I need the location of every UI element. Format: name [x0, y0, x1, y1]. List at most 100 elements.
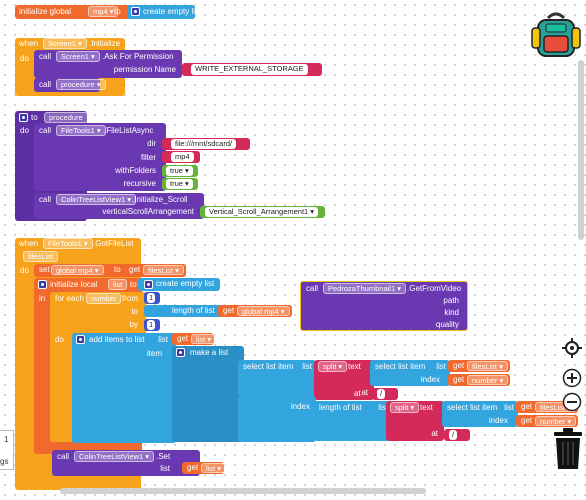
by-number-block[interactable]: 1 — [144, 319, 160, 331]
from-number-block[interactable]: 1 — [144, 292, 160, 304]
from-number-field[interactable]: 1 — [147, 293, 156, 303]
by-number-field[interactable]: 1 — [147, 320, 156, 330]
add-items-to-list-block[interactable]: add items to list list item — [72, 333, 176, 443]
get-number-field[interactable]: number — [467, 375, 509, 385]
gear-icon[interactable] — [176, 348, 185, 357]
call-label: call — [306, 284, 319, 293]
do-label: do — [55, 335, 64, 344]
set-global-block[interactable]: set global mp4 to — [34, 264, 130, 277]
gear-icon[interactable] — [38, 280, 47, 289]
split-text-label: text — [348, 362, 361, 371]
tree-component-field[interactable]: ColinTreeListView1 — [56, 194, 137, 205]
split-text-block[interactable]: split text at — [314, 360, 374, 400]
select-list-item-block[interactable]: select list item list — [238, 360, 316, 396]
split-at-label: at — [361, 388, 368, 397]
separator-text-2-block[interactable]: / — [444, 429, 470, 441]
procedure-name-input[interactable]: procedure — [44, 112, 88, 123]
with-folders-value-field[interactable]: true — [166, 166, 193, 176]
gear-icon[interactable] — [131, 7, 140, 16]
get-label: get — [521, 416, 533, 425]
backpack-icon[interactable] — [530, 10, 582, 60]
with-folders-logic-block[interactable]: true — [162, 165, 198, 177]
set-var-field[interactable]: global mp4 — [51, 265, 104, 275]
dir-text-block[interactable]: file:///mnt/sdcard/ — [162, 138, 250, 150]
get-number-block[interactable]: get number — [448, 374, 510, 386]
dir-label: dir — [147, 139, 156, 148]
for-each-label: for each — [55, 294, 84, 303]
filetools-event-component-field[interactable]: FileTools1 — [43, 238, 93, 249]
zoom-in-icon[interactable] — [562, 368, 582, 388]
filetools-component-field[interactable]: FileTools1 — [56, 125, 106, 136]
get-label: get — [129, 265, 141, 274]
get-number-2-block[interactable]: get number — [516, 415, 578, 427]
inner-select-list-item-block[interactable]: select list item list index — [370, 360, 450, 386]
split-op-field[interactable]: split — [318, 361, 348, 372]
recursive-logic-block[interactable]: true — [162, 178, 198, 190]
trash-icon[interactable] — [553, 428, 583, 470]
get-local-list-block[interactable]: get list — [172, 333, 217, 345]
get-global-mp4-block[interactable]: get global mp4 — [218, 305, 292, 317]
get-files-list-2-block[interactable]: get filesList — [516, 401, 578, 413]
for-each-var-field[interactable]: number — [86, 293, 122, 304]
gear-icon[interactable] — [19, 113, 28, 122]
create-empty-list-block[interactable]: create empty list — [138, 278, 220, 291]
zoom-out-icon[interactable] — [562, 392, 582, 412]
split-text-2-block[interactable]: split text at — [386, 401, 444, 441]
gear-icon[interactable] — [144, 280, 153, 289]
inner-select-list-item-2-block[interactable]: select list item list index — [442, 401, 518, 427]
index-label: index — [420, 375, 440, 384]
horizontal-scrollbar[interactable] — [60, 488, 426, 494]
outer-index-label: index — [290, 402, 310, 411]
target-icon[interactable] — [562, 338, 582, 358]
ask-permission-call-block[interactable]: call Screen1 .Ask For Permission permiss… — [34, 50, 182, 78]
separator-text-field[interactable]: / — [377, 389, 386, 399]
call-procedure-block[interactable]: call procedure — [34, 78, 106, 92]
files-list-param[interactable]: filesList — [23, 251, 59, 262]
thumbnail-component-field[interactable]: PedrozaThumbnail1 — [323, 283, 406, 294]
add-items-list-label: list — [158, 335, 168, 344]
get-var-field[interactable]: filesList — [143, 265, 184, 275]
file-list-async-call-block[interactable]: call FileTools1 .FileListAsync dir filte… — [34, 123, 166, 191]
from-label: from — [122, 294, 138, 303]
local-name-field[interactable]: list — [108, 279, 128, 290]
get-local-var-field[interactable]: list — [191, 334, 217, 344]
get-local-list-2-block[interactable]: get list — [182, 462, 227, 474]
do-label: do — [20, 266, 29, 275]
screen-component-field[interactable]: Screen1 — [43, 38, 87, 49]
procedure-name-field[interactable]: procedure — [56, 79, 106, 90]
split-at-label: at — [431, 429, 438, 438]
get-from-video-call-block[interactable]: call PedrozaThumbnail1 .GetFromVideo pat… — [300, 281, 468, 331]
select-list-item-index-block[interactable]: index — [238, 396, 316, 442]
make-a-list-block[interactable]: make a list — [172, 346, 244, 442]
global-var-name-field[interactable]: mp4 — [88, 6, 119, 17]
select-list-label: list — [302, 362, 312, 371]
gear-icon[interactable] — [76, 335, 85, 344]
get-global-var-field[interactable]: global mp4 — [237, 306, 290, 316]
dir-text-field[interactable]: file:///mnt/sdcard/ — [171, 139, 237, 149]
range-to-label: to — [131, 307, 138, 316]
separator-text-block[interactable]: / — [372, 388, 398, 400]
separator-text-field[interactable]: / — [449, 430, 458, 440]
get-files-list-block[interactable]: get filesList — [124, 264, 186, 277]
filter-text-block[interactable]: mp4 — [162, 151, 200, 163]
tree-component-field[interactable]: ColinTreeListView1 — [74, 451, 155, 462]
vertical-scroll-component-field[interactable]: Vertical_Scroll_Arrangement1 — [205, 207, 319, 217]
split-op-field[interactable]: split — [390, 402, 420, 413]
get-local-var-field[interactable]: list — [201, 463, 227, 473]
length-of-list-2-block[interactable]: length of list list — [314, 401, 390, 441]
ask-permission-component-field[interactable]: Screen1 — [56, 51, 100, 62]
get-number-field[interactable]: number — [535, 416, 577, 426]
permission-text-block[interactable]: WRITE_EXTERNAL_STORAGE — [182, 63, 322, 76]
global-variable-block[interactable]: initialize global mp4 to create empty li… — [15, 5, 201, 19]
call-label: call — [39, 195, 52, 204]
permission-text-field[interactable]: WRITE_EXTERNAL_STORAGE — [191, 64, 308, 75]
get-files-list-field[interactable]: filesList — [467, 361, 508, 371]
get-files-list-block[interactable]: get filesList — [448, 360, 510, 372]
initialize-scroll-call-block[interactable]: call ColinTreeListView1 .Initialize_Scro… — [34, 193, 204, 219]
tree-set-call-block[interactable]: call ColinTreeListView1 .Set list — [52, 450, 200, 476]
create-empty-list-block[interactable]: create empty list — [127, 5, 201, 19]
vertical-scrollbar[interactable] — [578, 60, 584, 240]
filter-text-field[interactable]: mp4 — [171, 152, 194, 162]
recursive-value-field[interactable]: true — [166, 179, 193, 189]
vertical-scroll-component-block[interactable]: Vertical_Scroll_Arrangement1 — [200, 206, 325, 218]
